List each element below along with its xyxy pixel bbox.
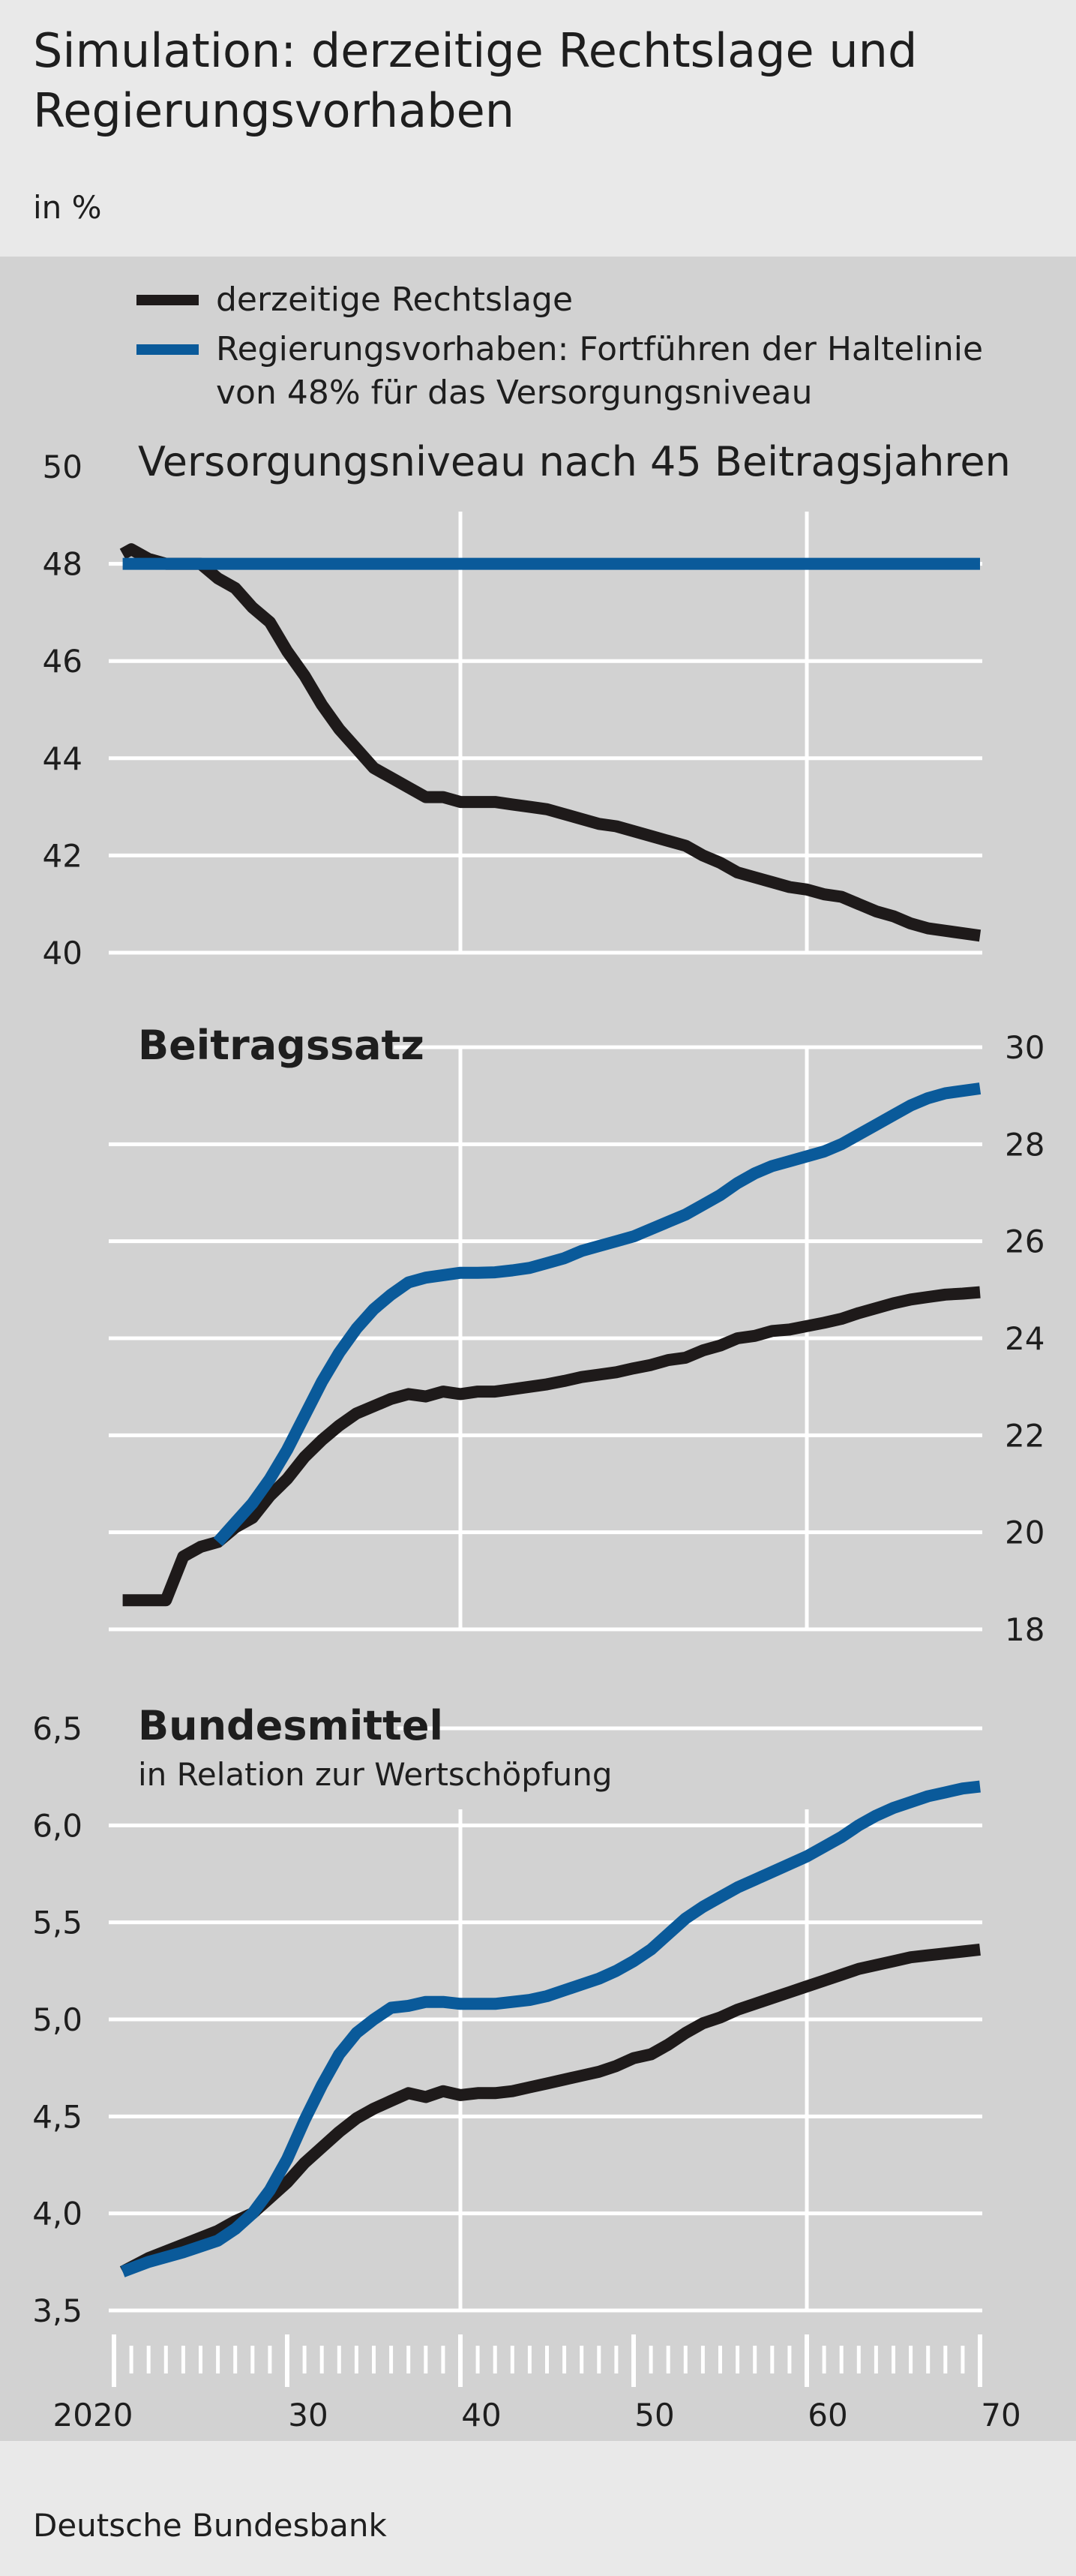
series-line-plan [120,1780,981,2277]
source-label: Deutsche Bundesbank [33,2507,387,2544]
y-tick-label: 6,5 [32,1710,82,1747]
y-tick-label: 20 [1005,1515,1045,1551]
line-chart: derzeitige Rechtslage Regierungsvorhaben:… [32,281,1045,2433]
header: Simulation: derzeitige Rechtslage und Re… [0,0,1076,248]
panel-title: Bundesmittel [138,1702,443,1749]
x-tick-label: 50 [634,2397,674,2433]
chart-panel: derzeitige Rechtslage Regierungsvorhaben:… [0,257,1076,2441]
legend-label-current: derzeitige Rechtslage [216,281,573,319]
legend-label-plan-line1: Regierungsvorhaben: Fortführen der Halte… [216,330,983,368]
y-tick-label: 24 [1005,1320,1045,1357]
x-tick-label: 70 [981,2397,1021,2433]
chart-title: Simulation: derzeitige Rechtslage und Re… [33,23,918,138]
y-tick-label: 46 [43,643,82,680]
y-tick-label: 5,0 [32,2001,82,2038]
x-tick-label: 60 [808,2397,847,2433]
y-tick-label: 5,5 [32,1905,82,1941]
panel-title: Versorgungsniveau nach 45 Beitragsjahren [138,438,1011,485]
y-tick-label: 6,0 [32,1807,82,1844]
y-tick-label: 28 [1005,1126,1045,1163]
y-tick-label: 4,0 [32,2196,82,2232]
y-tick-label: 26 [1005,1223,1045,1260]
footer: Deutsche Bundesbank [0,2447,1076,2576]
y-tick-label: 18 [1005,1611,1045,1648]
panel-subtitle: in Relation zur Wertschöpfung [138,1756,613,1793]
y-tick-label: 42 [43,837,82,874]
x-tick-label: 40 [461,2397,501,2433]
y-tick-label: 44 [43,740,82,777]
x-tick-label: 30 [288,2397,328,2433]
series-line-plan [213,1082,982,1546]
series-line-current [119,543,982,942]
y-tick-label: 48 [43,546,82,583]
unit-label: in % [33,189,102,226]
x-tick-label: 2020 [53,2397,133,2433]
series-line-current [122,1286,981,1607]
y-tick-label: 40 [43,935,82,971]
y-tick-label: 30 [1005,1029,1045,1066]
y-tick-label: 50 [43,449,82,485]
y-tick-label: 3,5 [32,2292,82,2329]
panel-title: Beitragssatz [138,1022,424,1069]
series-line-current [119,1943,981,2277]
legend-label-plan-line2: von 48% für das Versorgungsniveau [216,374,813,412]
y-tick-label: 4,5 [32,2098,82,2135]
y-tick-label: 22 [1005,1417,1045,1454]
